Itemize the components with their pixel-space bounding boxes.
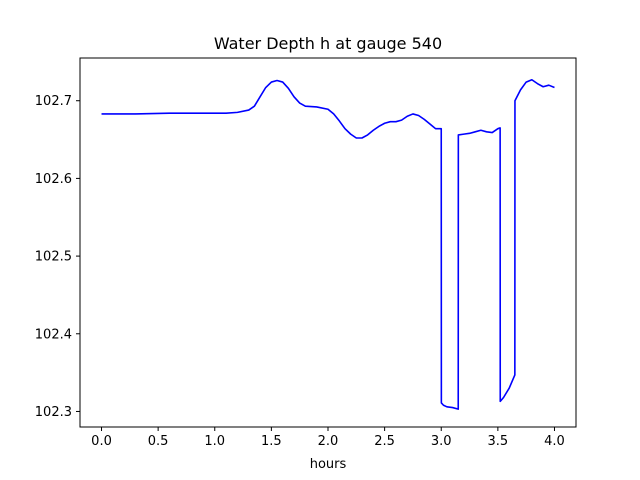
y-tick-label: 102.4 <box>35 327 72 342</box>
y-axis-ticks: 102.3 102.4 102.5 102.6 102.7 <box>35 94 80 420</box>
x-tick-label: 1.0 <box>204 434 225 449</box>
x-axis-label: hours <box>310 457 347 472</box>
x-tick-label: 0.0 <box>91 434 112 449</box>
x-tick-label: 3.0 <box>431 434 452 449</box>
y-tick-label: 102.3 <box>35 405 72 420</box>
y-tick-label: 102.7 <box>35 94 72 109</box>
x-tick-label: 2.0 <box>318 434 339 449</box>
plot-frame <box>79 57 577 428</box>
y-tick-label: 102.5 <box>35 250 72 265</box>
y-tick-label: 102.6 <box>35 172 72 187</box>
x-tick-label: 2.5 <box>374 434 395 449</box>
x-axis-ticks: 0.0 0.5 1.0 1.5 2.0 2.5 3.0 3.5 4.0 <box>91 427 565 449</box>
series-line <box>101 78 555 410</box>
x-tick-label: 4.0 <box>544 434 565 449</box>
x-tick-label: 3.5 <box>488 434 509 449</box>
chart-title: Water Depth h at gauge 540 <box>214 34 442 53</box>
x-tick-label: 0.5 <box>148 434 169 449</box>
x-tick-label: 1.5 <box>261 434 282 449</box>
